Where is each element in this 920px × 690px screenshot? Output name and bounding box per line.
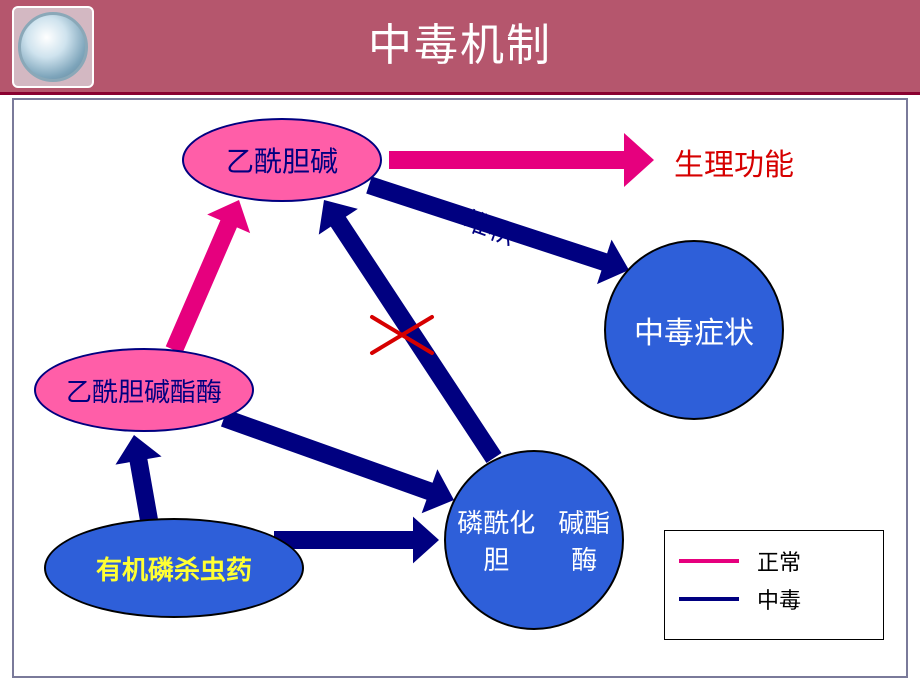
node-n_ach: 乙酰胆碱 <box>182 118 382 202</box>
arrow-a_ache_to_ach <box>166 200 250 354</box>
legend: 正常中毒 <box>664 530 884 640</box>
arrow-a_ach_to_phys <box>389 133 654 187</box>
node-n_phos: 磷酰化胆碱酯酶 <box>444 450 624 630</box>
legend-label: 正常 <box>757 545 801 577</box>
arrow-a_ache_to_phos <box>221 410 454 514</box>
node-n_symptom: 中毒症状 <box>604 240 784 420</box>
label-physiological-function: 生理功能 <box>674 140 794 184</box>
slide-title: 中毒机制 <box>0 0 920 92</box>
node-n_ache: 乙酰胆碱酯酶 <box>34 348 254 432</box>
legend-item-1: 中毒 <box>679 583 869 615</box>
legend-label: 中毒 <box>757 583 801 615</box>
legend-swatch <box>679 559 739 563</box>
arrow-a_op_to_ache <box>115 435 161 522</box>
node-n_op: 有机磷杀虫药 <box>44 518 304 618</box>
legend-swatch <box>679 597 739 601</box>
legend-item-0: 正常 <box>679 545 869 577</box>
slide: 中毒机制 乙酰胆碱乙酰胆碱酯酶有机磷杀虫药磷酰化胆碱酯酶中毒症状 生理功能 堆积… <box>0 0 920 690</box>
diagram-area: 乙酰胆碱乙酰胆碱酯酶有机磷杀虫药磷酰化胆碱酯酶中毒症状 生理功能 堆积 正常中毒 <box>12 98 908 678</box>
slide-header: 中毒机制 <box>0 0 920 95</box>
